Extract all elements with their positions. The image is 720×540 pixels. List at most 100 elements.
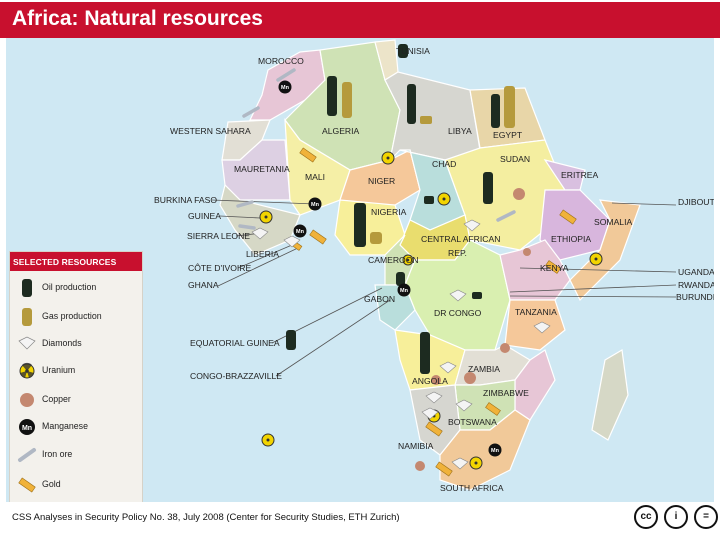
iron-ore-icon (236, 68, 516, 230)
label-angola: ANGOLA (412, 376, 448, 386)
oil-barrel-icon (483, 172, 493, 204)
oil-barrel-icon (424, 196, 434, 204)
label-zambia: ZAMBIA (468, 364, 500, 374)
gas-barrel-icon (370, 232, 382, 244)
label-equatorial-guinea: EQUATORIAL GUINEA (190, 338, 280, 348)
legend-item-oil: Oil production (10, 277, 142, 299)
label-chad: CHAD (432, 159, 456, 169)
legend-label: Gas production (42, 311, 102, 321)
oil-barrel-icon (22, 279, 32, 297)
gold-bar-icon (18, 477, 36, 493)
label-ghana: GHANA (188, 280, 219, 290)
label-namibia: NAMIBIA (398, 441, 434, 451)
legend-label: Iron ore (42, 449, 73, 459)
legend-heading: SELECTED RESOURCES (10, 252, 142, 271)
label-tunisia: TUNISIA (396, 46, 430, 56)
label-car-line1: CENTRAL AFRICAN (421, 234, 500, 244)
label-car-line2: REP. (448, 248, 467, 258)
svg-text:Mn: Mn (22, 425, 32, 432)
label-djibouti: DJIBOUTI (678, 197, 714, 207)
label-uganda: UGANDA (678, 267, 714, 277)
source-footer: CSS Analyses in Security Policy No. 38, … (12, 512, 400, 523)
diamond-icon (18, 336, 36, 350)
manganese-badge: Mn (400, 288, 409, 294)
label-tanzania: TANZANIA (515, 307, 557, 317)
region-madagascar (591, 349, 629, 441)
label-cote-divoire: CÔTE D'IVOIRE (188, 263, 252, 273)
oil-barrel-icon (354, 203, 366, 247)
label-rwanda: RWANDA (678, 280, 714, 290)
label-western-sahara: WESTERN SAHARA (170, 126, 251, 136)
label-mauretania: MAURETANIA (234, 164, 290, 174)
iron-ore-icon (18, 448, 36, 462)
oil-barrel-icon (327, 76, 337, 116)
region-south-africa (439, 409, 531, 491)
gold-bar-icon (287, 147, 577, 477)
label-burundi: BURUNDI (676, 292, 714, 302)
legend-item-diamonds: Diamonds (10, 333, 142, 355)
copper-icon (500, 343, 510, 353)
country-labels: TUNISIA MOROCCO WESTERN SAHARA ALGERIA L… (154, 46, 714, 493)
label-mali: MALI (305, 172, 325, 182)
label-kenya: KENYA (540, 263, 569, 273)
copper-icon (464, 372, 476, 384)
label-libya: LIBYA (448, 126, 472, 136)
oil-barrel-icon (398, 44, 408, 58)
label-ethiopia: ETHIOPIA (551, 234, 591, 244)
label-guinea: GUINEA (188, 211, 221, 221)
manganese-badge: Mn (491, 448, 500, 454)
gas-barrel-icon (342, 82, 352, 118)
resource-symbols: Mn Mn Mn Mn Mn (236, 44, 603, 477)
legend-item-manganese: Mn Manganese (10, 416, 142, 438)
legend-label: Copper (42, 394, 71, 404)
attribution-icon: i (664, 505, 688, 529)
gas-barrel-icon (420, 116, 432, 124)
label-eritrea: ERITREA (561, 170, 599, 180)
label-sierra-leone: SIERRA LEONE (187, 231, 250, 241)
legend-item-gold: Gold (10, 474, 142, 496)
legend-item-uranium: Uranium (10, 360, 142, 382)
legend-label: Manganese (42, 421, 88, 431)
manganese-badge: Mn (296, 229, 305, 235)
oil-barrel-icon (491, 94, 500, 128)
region-somalia (569, 199, 641, 302)
legend-label: Uranium (42, 365, 76, 375)
label-zimbabwe: ZIMBABWE (483, 388, 529, 398)
label-botswana: BOTSWANA (448, 417, 497, 427)
oil-barrel-icon (396, 272, 405, 286)
leader-lines (211, 199, 677, 377)
legend-item-gas: Gas production (10, 306, 142, 328)
region-libya (384, 71, 481, 162)
legend-label: Oil production (42, 282, 97, 292)
map-title: Africa: Natural resources (12, 7, 263, 30)
manganese-badge: Mn (311, 202, 320, 208)
label-cameroon: CAMEROON (368, 255, 419, 265)
copper-icon (415, 461, 425, 471)
label-algeria: ALGERIA (322, 126, 360, 136)
label-dr-congo: DR CONGO (434, 308, 482, 318)
oil-barrel-icon (472, 292, 482, 299)
copper-icon (513, 188, 525, 200)
manganese-icon: Mn (19, 419, 35, 435)
manganese-icon (278, 80, 502, 457)
label-sudan: SUDAN (500, 154, 530, 164)
label-niger: NIGER (368, 176, 395, 186)
gas-barrel-icon (22, 308, 32, 326)
label-somalia: SOMALIA (594, 217, 632, 227)
uranium-icon (19, 362, 35, 379)
manganese-badge: Mn (281, 85, 290, 91)
region-tanzania (504, 299, 566, 351)
legend-label: Diamonds (42, 338, 82, 348)
oil-barrel-icon (407, 84, 416, 124)
label-congo-brazzaville: CONGO-BRAZZAVILLE (190, 371, 282, 381)
copper-icon (523, 248, 531, 256)
title-bar: Africa: Natural resources (0, 2, 720, 38)
cc-icon: cc (634, 505, 658, 529)
legend-label: Gold (42, 479, 61, 489)
label-gabon: GABON (364, 294, 395, 304)
label-morocco: MOROCCO (258, 56, 304, 66)
label-south-africa: SOUTH AFRICA (440, 483, 504, 493)
legend-item-iron-ore: Iron ore (10, 444, 142, 466)
legend-panel: SELECTED RESOURCES Oil production Gas pr… (9, 251, 143, 502)
